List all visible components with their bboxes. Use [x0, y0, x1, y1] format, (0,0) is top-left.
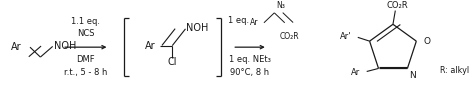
Text: 1 eq. NEt₃: 1 eq. NEt₃	[229, 55, 271, 64]
Text: 90°C, 8 h: 90°C, 8 h	[230, 68, 269, 77]
Text: 1 eq.: 1 eq.	[228, 16, 250, 25]
Text: NCS: NCS	[77, 29, 94, 38]
Text: R: alkyl: R: alkyl	[440, 66, 469, 75]
Text: 1.1 eq.: 1.1 eq.	[71, 17, 100, 26]
Text: CO₂R: CO₂R	[387, 1, 409, 10]
Text: N₃: N₃	[276, 1, 285, 10]
Text: O: O	[424, 37, 431, 46]
Text: N: N	[409, 71, 416, 80]
Text: DMF: DMF	[76, 55, 95, 64]
Text: Ar: Ar	[11, 42, 22, 52]
Text: Ar: Ar	[145, 41, 155, 51]
Text: Ar: Ar	[250, 18, 258, 27]
Text: Cl: Cl	[167, 57, 177, 67]
Text: NOH: NOH	[186, 23, 209, 33]
Text: r.t., 5 - 8 h: r.t., 5 - 8 h	[64, 68, 108, 77]
Text: Ar': Ar'	[340, 32, 352, 41]
Text: CO₂R: CO₂R	[280, 32, 300, 41]
Text: NOH: NOH	[54, 41, 76, 51]
Text: Ar: Ar	[351, 68, 361, 77]
